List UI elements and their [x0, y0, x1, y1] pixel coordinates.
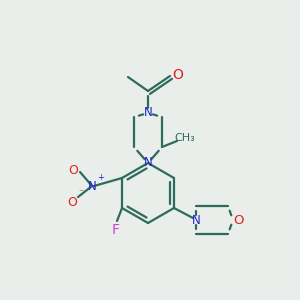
Text: N: N	[88, 179, 96, 193]
Text: O: O	[172, 68, 183, 82]
Text: O: O	[234, 214, 244, 226]
Text: CH₃: CH₃	[175, 133, 195, 143]
Text: +: +	[97, 173, 104, 182]
Text: N: N	[192, 214, 200, 226]
Text: N: N	[144, 157, 152, 169]
Text: N: N	[144, 106, 152, 119]
Text: ⁻: ⁻	[78, 188, 83, 198]
Text: F: F	[112, 223, 120, 237]
Text: O: O	[68, 164, 78, 176]
Text: O: O	[67, 196, 77, 208]
